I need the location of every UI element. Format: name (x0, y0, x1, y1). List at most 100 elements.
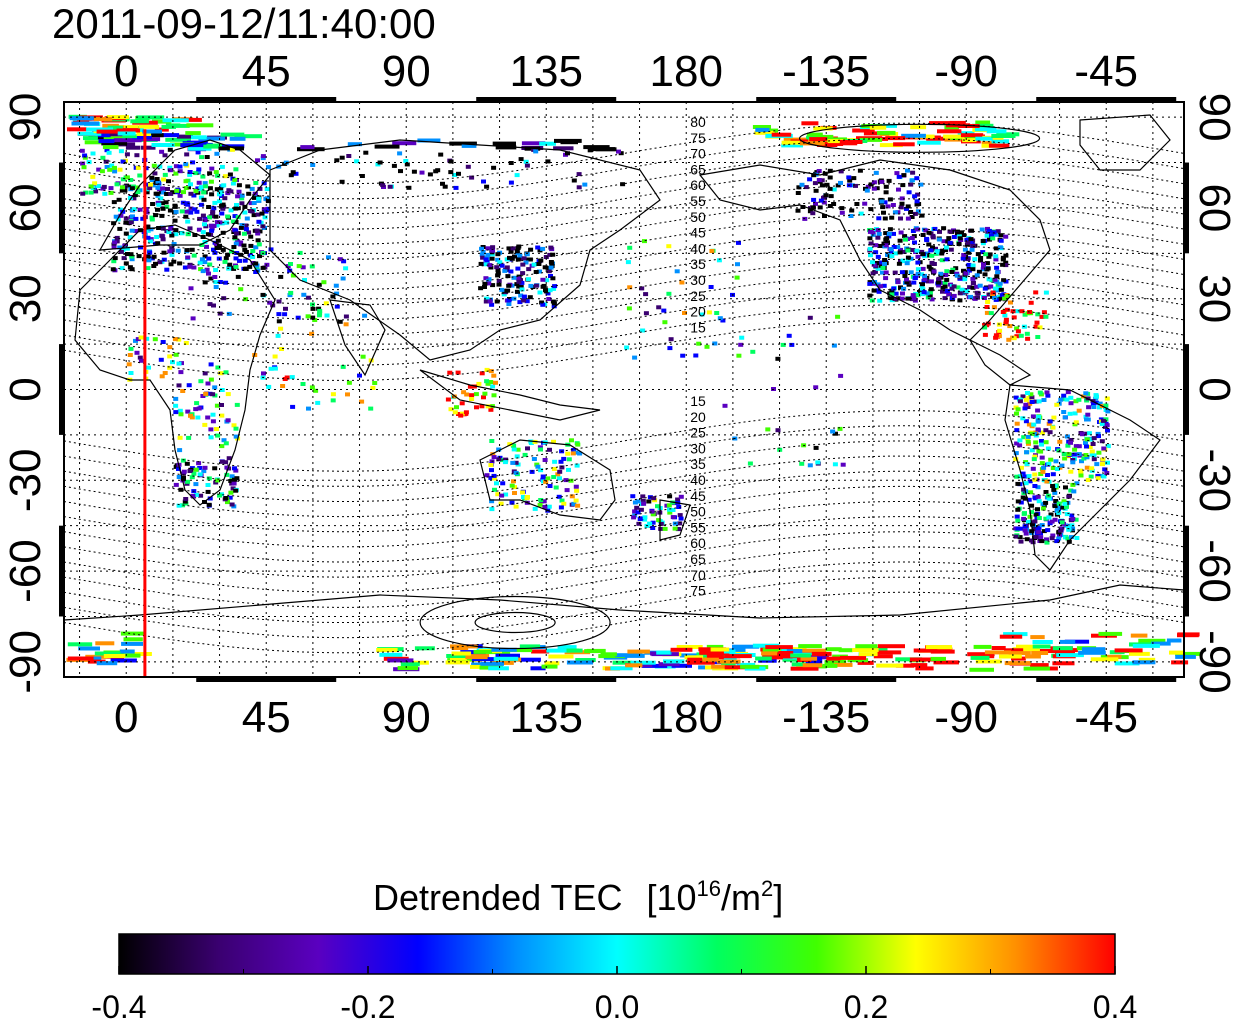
tec-observation (1029, 395, 1035, 400)
tec-observation (1097, 405, 1102, 410)
tec-observation (1043, 490, 1049, 494)
tec-observation (167, 168, 173, 173)
tec-observation (495, 492, 501, 497)
tec-observation (181, 190, 186, 195)
tec-observation (838, 373, 844, 378)
tec-observation (905, 168, 910, 173)
tec-observation (119, 266, 125, 271)
tec-observation (1084, 398, 1090, 403)
tec-observation (547, 252, 553, 257)
tec-observation (450, 656, 467, 661)
tec-observation (755, 656, 772, 661)
tec-observation (672, 526, 678, 531)
tec-observation (222, 259, 228, 264)
tec-observation (1068, 438, 1074, 442)
tec-observation (738, 342, 744, 347)
tec-observation (137, 355, 143, 360)
lat-tick-left: 90 (1, 93, 50, 142)
tec-observation (1083, 441, 1088, 445)
tec-observation (489, 468, 494, 473)
tec-observation (1064, 504, 1069, 509)
tec-observation (595, 147, 617, 152)
tec-observation (1023, 419, 1029, 424)
tec-observation (905, 255, 911, 260)
tec-observation (720, 318, 726, 323)
tec-observation (496, 278, 502, 283)
lon-tick-bottom: -90 (934, 693, 998, 742)
tec-observation (1018, 526, 1024, 531)
tec-observation (975, 136, 993, 141)
tec-observation (1073, 517, 1079, 522)
tec-observation (974, 284, 980, 289)
tec-observation (1069, 523, 1075, 528)
tec-observation (176, 475, 182, 479)
tec-observation (684, 655, 704, 660)
tec-observation (632, 500, 638, 505)
tec-observation (208, 435, 214, 440)
tec-observation (489, 439, 495, 443)
tec-observation (130, 119, 149, 124)
tec-observation (547, 447, 552, 452)
tec-observation (835, 314, 841, 319)
tec-observation (888, 249, 894, 254)
tec-observation (970, 267, 976, 272)
tec-observation (155, 185, 161, 190)
tec-observation (670, 508, 676, 512)
tec-observation (112, 240, 118, 245)
tec-observation (177, 448, 183, 453)
tec-observation (1014, 474, 1020, 479)
tec-observation (571, 501, 577, 506)
tec-observation (111, 200, 117, 205)
tec-observation (533, 149, 539, 154)
tec-observation (871, 186, 877, 191)
tec-observation (922, 273, 927, 278)
tec-observation (969, 247, 975, 252)
tec-observation (790, 653, 811, 658)
tec-observation (883, 190, 889, 195)
tec-observation (882, 216, 888, 221)
tec-observation (954, 273, 960, 278)
tec-observation (167, 249, 173, 254)
tec-observation (666, 244, 672, 249)
tec-observation (902, 234, 908, 239)
tec-observation (242, 247, 248, 252)
tec-observation (704, 344, 710, 349)
tec-observation (151, 254, 157, 259)
tec-observation (944, 277, 950, 282)
tec-observation (966, 268, 972, 273)
tec-observation (1095, 476, 1101, 481)
tec-observation (986, 254, 992, 259)
tec-observation (978, 258, 983, 263)
mlat-label-north: 15 (690, 319, 706, 335)
tec-observation (1041, 465, 1047, 470)
tec-observation (106, 115, 129, 120)
tec-observation (208, 179, 214, 184)
tec-observation (625, 260, 631, 265)
tec-observation (128, 178, 134, 182)
tec-observation (736, 353, 742, 358)
tec-observation (538, 258, 544, 263)
tec-observation (148, 182, 154, 187)
tec-observation (1045, 393, 1051, 398)
tec-observation (910, 170, 916, 175)
tec-observation (987, 252, 993, 257)
tec-observation (524, 299, 530, 304)
tec-observation (123, 637, 143, 642)
tec-observation (1062, 456, 1068, 461)
tec-observation (900, 291, 905, 296)
tec-observation (116, 128, 141, 133)
tec-observation (202, 280, 208, 285)
tec-observation (802, 663, 823, 668)
tec-observation (250, 255, 256, 259)
tec-observation (1039, 649, 1061, 653)
tec-observation (627, 245, 633, 250)
tec-observation (255, 231, 261, 236)
tec-observation (546, 269, 552, 274)
tec-observation (204, 155, 210, 159)
mlat-label-south: 60 (690, 535, 706, 551)
tec-observation (400, 662, 420, 667)
tec-observation (570, 451, 576, 456)
tec-observation (159, 374, 165, 379)
tec-observation (877, 644, 905, 649)
tec-observation (83, 190, 89, 195)
